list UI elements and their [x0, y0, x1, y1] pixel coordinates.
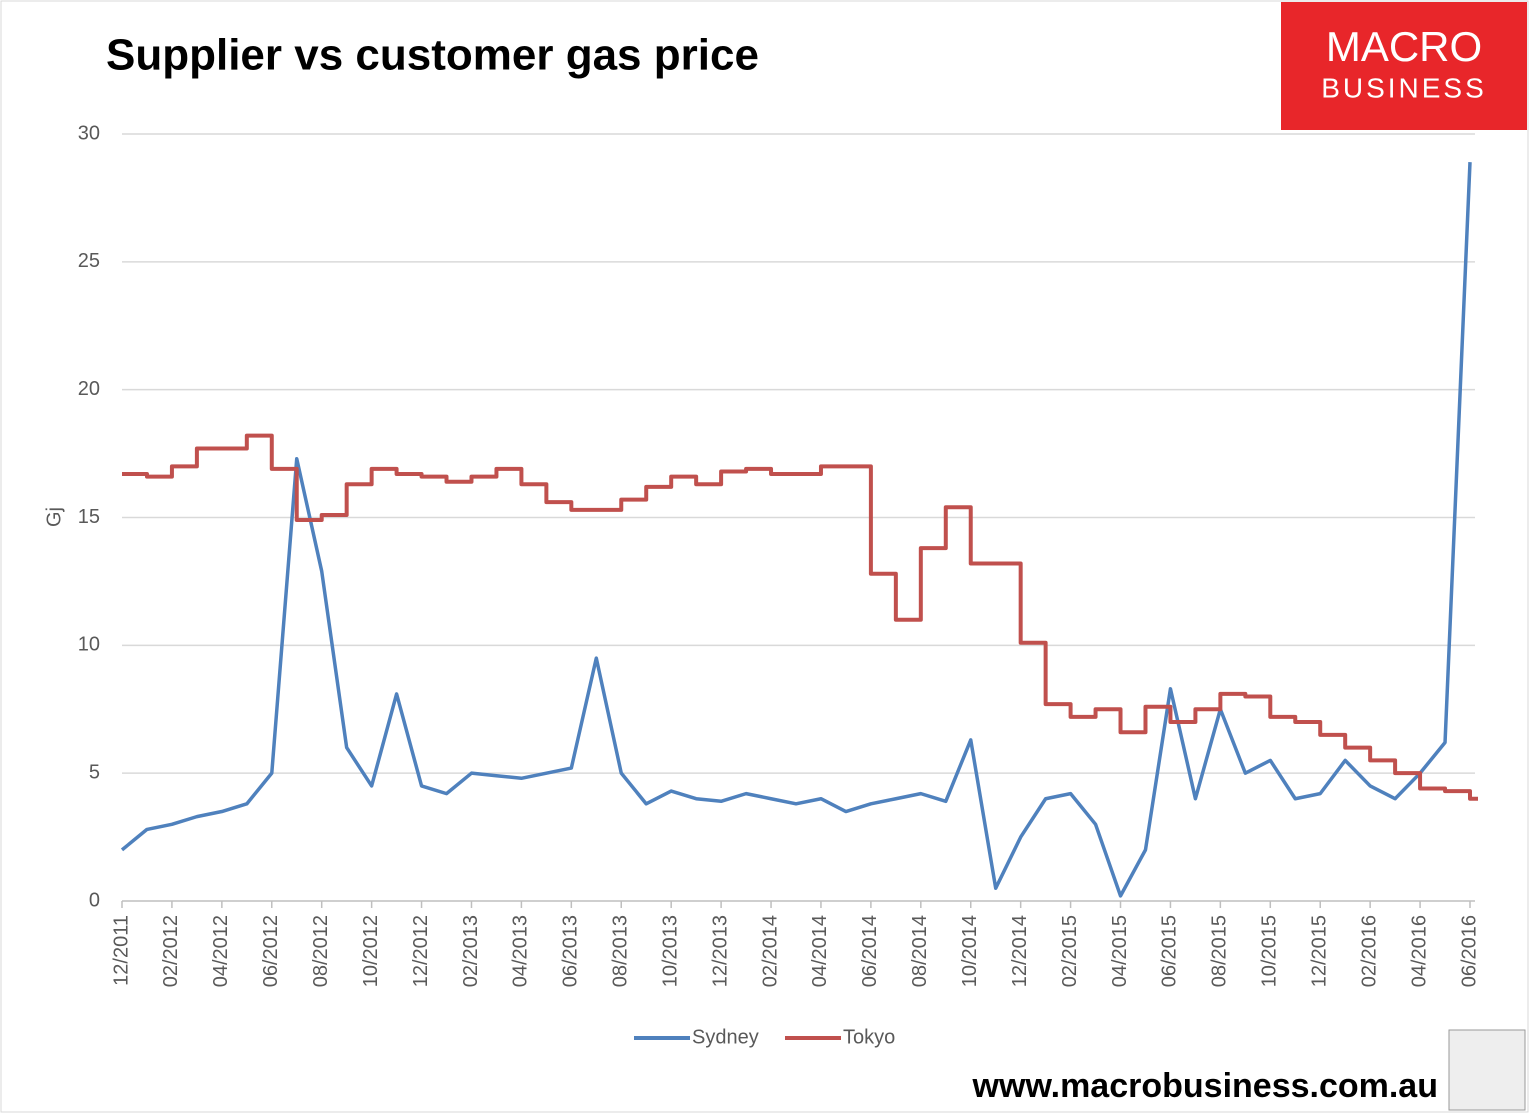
series-line — [120, 162, 1472, 898]
x-tick-label: 02/2013 — [460, 915, 482, 987]
x-tick-label: 10/2012 — [360, 915, 382, 987]
x-tick-label: 06/2013 — [560, 915, 582, 987]
y-tick-label: 10 — [78, 634, 100, 656]
x-tick-label: 02/2016 — [1358, 915, 1380, 987]
y-tick-label: 30 — [78, 122, 100, 144]
x-tick-label: 02/2015 — [1059, 915, 1081, 987]
x-tick-label: 04/2014 — [809, 915, 831, 987]
y-tick-label: 20 — [78, 378, 100, 400]
x-tick-label: 10/2013 — [659, 915, 681, 987]
x-tick-label: 10/2015 — [1259, 915, 1281, 987]
y-tick-label: 5 — [89, 761, 100, 783]
chart-title: Supplier vs customer gas price — [106, 31, 759, 80]
logo-text: BUSINESS — [1321, 72, 1487, 103]
x-tick-label: 04/2012 — [210, 915, 232, 987]
x-tick-label: 10/2014 — [959, 915, 981, 987]
x-tick-label: 04/2015 — [1109, 915, 1131, 987]
legend-label: Tokyo — [843, 1026, 895, 1048]
x-tick-label: 02/2012 — [160, 915, 182, 987]
x-tick-label: 06/2015 — [1159, 915, 1181, 987]
y-tick-label: 25 — [78, 250, 100, 272]
x-tick-label: 06/2012 — [260, 915, 282, 987]
legend-label: Sydney — [692, 1026, 759, 1048]
source: www.macrobusiness.com.au — [972, 1067, 1438, 1105]
x-tick-label: 12/2012 — [410, 915, 432, 987]
logo-box — [1281, 2, 1527, 130]
x-tick-label: 08/2014 — [909, 915, 931, 987]
series-line — [122, 433, 1478, 801]
y-tick-label: 0 — [89, 889, 100, 911]
x-tick-label: 12/2011 — [110, 915, 132, 986]
x-tick-label: 08/2013 — [610, 915, 632, 987]
x-tick-label: 04/2016 — [1408, 915, 1430, 987]
x-tick-label: 02/2014 — [759, 915, 781, 987]
x-tick-label: 12/2015 — [1309, 915, 1331, 987]
x-tick-label: 04/2013 — [510, 915, 532, 987]
logo-text: MACRO — [1326, 23, 1482, 70]
x-tick-label: 12/2014 — [1009, 915, 1031, 987]
x-tick-label: 08/2012 — [310, 915, 332, 987]
x-tick-label: 06/2014 — [859, 915, 881, 987]
x-tick-label: 06/2016 — [1458, 915, 1480, 987]
y-tick-label: 15 — [78, 506, 100, 528]
x-tick-label: 08/2015 — [1209, 915, 1231, 987]
fox-icon — [1448, 1029, 1526, 1111]
y-axis-label: Gj — [43, 507, 65, 527]
x-tick-label: 12/2013 — [709, 915, 731, 987]
